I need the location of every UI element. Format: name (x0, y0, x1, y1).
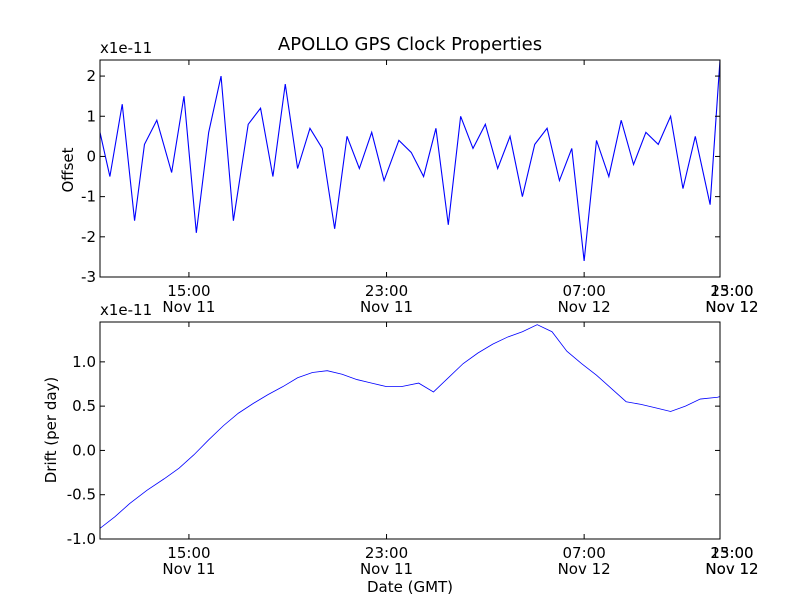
offset-y-tick-label: 0 (86, 147, 96, 165)
offset-x-tick-label-date: Nov 12 (558, 298, 611, 316)
offset-x-tick-label-date: Nov 11 (162, 298, 215, 316)
offset-y-axis-label: Offset (59, 147, 77, 192)
offset-axes-frame (99, 59, 721, 278)
drift-series-line-0 (100, 324, 720, 529)
drift-y-tick-label: -1.0 (67, 530, 96, 548)
drift-x-tick-label-date: Nov 11 (162, 560, 215, 578)
drift-x-tick-label-time: 15:00 (710, 544, 753, 562)
drift-x-tick-label-time: 23:00 (365, 544, 408, 562)
drift-x-tick-label-date: Nov 11 (360, 560, 413, 578)
drift-x-axis-label: Date (GMT) (367, 578, 453, 596)
drift-x-tick-label-date: Nov 12 (558, 560, 611, 578)
drift-scale-label: x1e-11 (100, 301, 152, 319)
offset-y-tick-label: -3 (81, 268, 96, 286)
offset-x-tick-label-time: 15:00 (710, 282, 753, 300)
offset-y-tick-label: 1 (86, 107, 96, 125)
drift-axes-frame (99, 321, 721, 540)
drift-y-axis-label: Drift (per day) (42, 377, 60, 484)
drift-y-tick-label: 0.0 (72, 441, 96, 459)
offset-series-line-0 (100, 60, 720, 261)
drift-x-tick-label-date: Nov 12 (705, 560, 758, 578)
offset-y-tick-label: -2 (81, 228, 96, 246)
drift-y-tick-label: 1.0 (72, 353, 96, 371)
offset-chart: APOLLO GPS Clock Properties x1e-11 Offse… (59, 34, 759, 316)
offset-x-tick-label-date: Nov 12 (705, 298, 758, 316)
offset-y-tick-label: 2 (86, 67, 96, 85)
offset-x-tick-label-time: 07:00 (563, 282, 606, 300)
offset-x-tick-label-date: Nov 11 (360, 298, 413, 316)
offset-scale-label: x1e-11 (100, 39, 152, 57)
offset-x-tick-label-time: 23:00 (710, 282, 753, 300)
offset-x-tick-label-time: 23:00 (365, 282, 408, 300)
drift-y-tick-label: 0.5 (72, 397, 96, 415)
drift-y-tick-label: -0.5 (67, 486, 96, 504)
chart-title: APOLLO GPS Clock Properties (278, 34, 542, 55)
drift-x-tick-label-time: 23:00 (710, 544, 753, 562)
drift-chart: x1e-11 Drift (per day) Date (GMT) 1.0 0.5… (42, 301, 759, 596)
offset-y-tick-label: -1 (81, 188, 96, 206)
offset-x-tick-label-date: Nov 12 (705, 298, 758, 316)
drift-x-tick-label-date: Nov 12 (705, 560, 758, 578)
drift-x-tick-label-time: 07:00 (563, 544, 606, 562)
offset-x-tick-label-time: 15:00 (167, 282, 210, 300)
drift-x-tick-label-time: 15:00 (167, 544, 210, 562)
